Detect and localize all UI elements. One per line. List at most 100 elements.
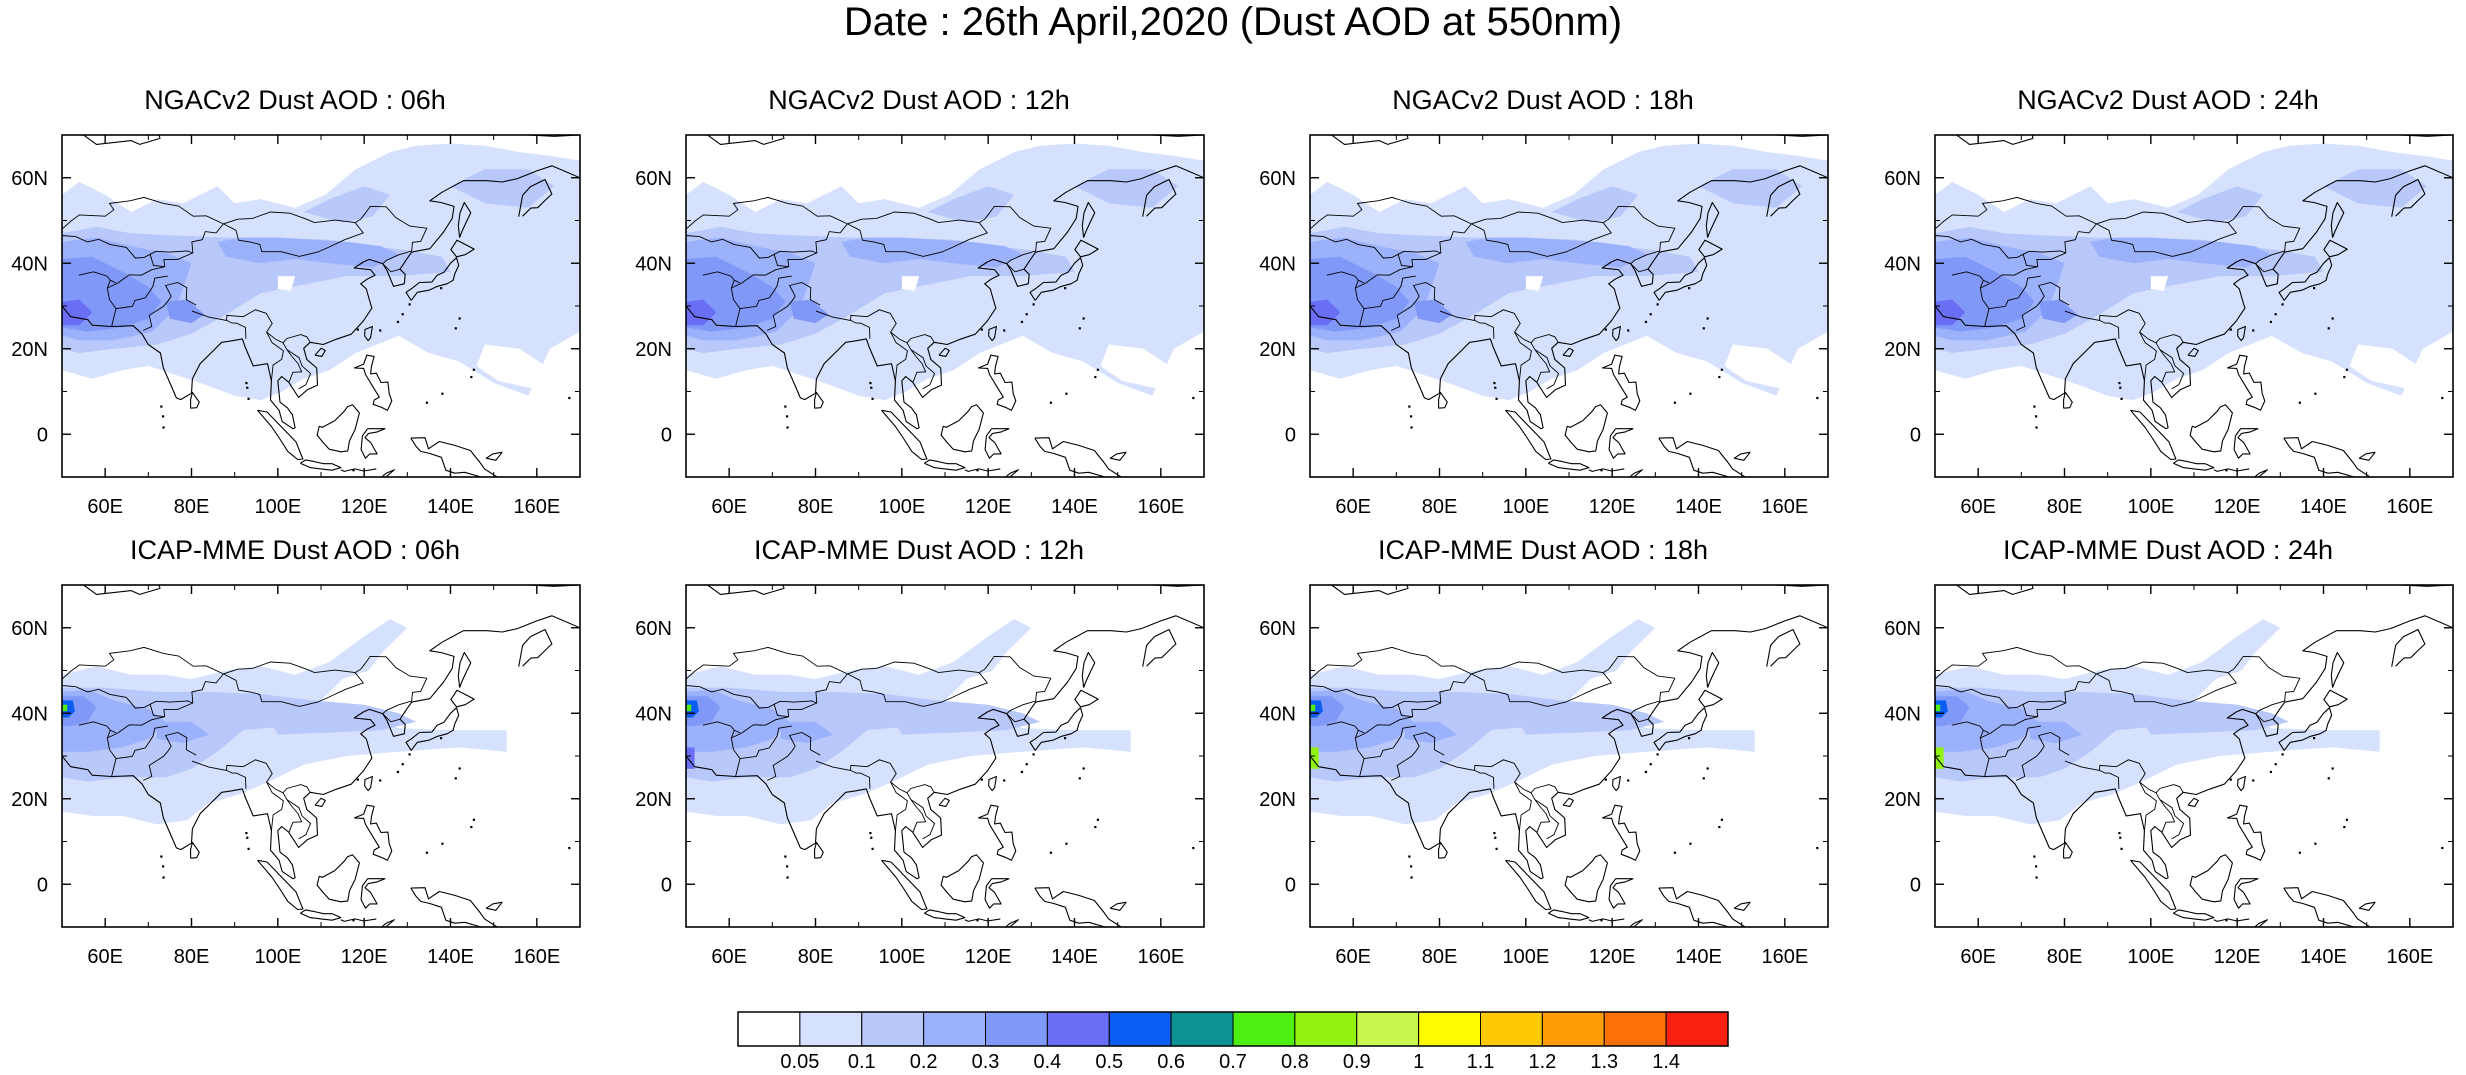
lon-tick-label: 100E (2127, 496, 2174, 518)
country-borders (1935, 646, 2301, 840)
coastlines (62, 135, 580, 477)
lon-tick-label: 140E (427, 946, 474, 968)
colorbar-label: 1 (1413, 1051, 1424, 1073)
lat-tick-label: 60N (1884, 168, 1921, 190)
colorbar-swatch (1480, 1011, 1543, 1047)
lon-tick-label: 160E (1137, 496, 1184, 518)
lon-tick-label: 160E (2386, 946, 2433, 968)
lat-tick-label: 20N (635, 789, 672, 811)
lon-tick-label: 140E (427, 496, 474, 518)
lon-tick-label: 100E (2127, 946, 2174, 968)
lat-tick-label: 40N (1259, 703, 1296, 725)
lon-tick-label: 120E (341, 496, 388, 518)
colorbar-label: 0.3 (972, 1051, 1000, 1073)
panel-icap-mme-18h: 60N 40N 20N 0 60E 80E 100E 120E 140E 160E ICAP-MM… (1248, 535, 1838, 975)
lon-tick-label: 60E (87, 946, 123, 968)
dust-aod-field (1935, 619, 2380, 825)
coastlines (62, 585, 580, 927)
lon-tick-label: 120E (1589, 496, 1636, 518)
country-borders (62, 646, 428, 840)
lat-tick-label: 20N (11, 339, 48, 361)
lon-tick-label: 160E (1761, 496, 1808, 518)
dust-aod-field (1310, 619, 1755, 825)
coastlines (1935, 585, 2453, 927)
lat-tick-label: 60N (635, 618, 672, 640)
colorbar-label: 0.4 (1033, 1051, 1061, 1073)
lon-tick-label: 60E (1960, 496, 1996, 518)
lon-tick-label: 80E (174, 946, 210, 968)
lat-tick-label: 60N (1259, 168, 1296, 190)
colorbar-swatch (1170, 1011, 1234, 1047)
panel-title: ICAP-MME Dust AOD : 12h (753, 535, 1085, 565)
lat-tick-label: 60N (635, 168, 672, 190)
lat-tick-label: 40N (11, 703, 48, 725)
colorbar-label: 1.2 (1528, 1051, 1556, 1073)
lon-tick-label: 100E (878, 946, 925, 968)
lon-tick-label: 60E (1960, 946, 1996, 968)
panel-icap-mme-06h: 60N 40N 20N 0 60E 80E 100E 120E 140E 160E ICAP-MM… (0, 535, 590, 975)
coastlines (686, 135, 1204, 477)
panel-title: ICAP-MME Dust AOD : 06h (129, 535, 461, 565)
lat-tick-label: 40N (635, 253, 672, 275)
panel-title: ICAP-MME Dust AOD : 24h (2002, 535, 2334, 565)
lon-tick-label: 80E (174, 496, 210, 518)
panel-ngacv2-18h: 60N 40N 20N 0 60E 80E 100E 120E 140E 160E NGACv2 … (1248, 85, 1838, 525)
lat-tick-label: 40N (1259, 253, 1296, 275)
colorbar-swatch (1232, 1011, 1296, 1047)
lon-tick-label: 80E (1422, 496, 1458, 518)
panel-ngacv2-12h: 60N 40N 20N 0 60E 80E 100E 120E 140E 160E NGACv2 … (624, 85, 1214, 525)
colorbar-label: 1.4 (1652, 1051, 1680, 1073)
map-plot: 60N 40N 20N 0 60E 80E 100E 120E 140E 160E (635, 134, 1205, 518)
panel-icap-mme-12h: 60N 40N 20N 0 60E 80E 100E 120E 140E 160E ICAP-MM… (624, 535, 1214, 975)
country-borders (1310, 196, 1676, 390)
lat-tick-label: 20N (1259, 789, 1296, 811)
dust-aod-field (1310, 141, 1828, 401)
lon-tick-label: 140E (2300, 496, 2347, 518)
lat-tick-label: 60N (11, 168, 48, 190)
country-borders (1935, 196, 2301, 390)
lon-tick-label: 100E (254, 946, 301, 968)
lon-tick-label: 140E (1675, 496, 1722, 518)
lat-tick-label: 0 (661, 874, 672, 896)
colorbar-label: 0.9 (1343, 1051, 1371, 1073)
lat-tick-label: 20N (635, 339, 672, 361)
lon-tick-label: 60E (1335, 946, 1371, 968)
colorbar-label: 0.05 (780, 1051, 819, 1073)
lon-tick-label: 140E (1051, 496, 1098, 518)
panel-title: NGACv2 Dust AOD : 24h (2017, 85, 2319, 115)
lon-tick-label: 160E (513, 496, 560, 518)
colorbar-swatch (861, 1011, 925, 1047)
colorbar-swatch (1294, 1011, 1358, 1047)
colorbar-label: 0.7 (1219, 1051, 1247, 1073)
lon-tick-label: 160E (1761, 946, 1808, 968)
lon-tick-label: 120E (2214, 496, 2261, 518)
colorbar-swatch (1418, 1011, 1481, 1047)
lon-tick-label: 60E (87, 496, 123, 518)
lat-tick-label: 0 (1285, 874, 1296, 896)
lon-tick-label: 80E (2047, 946, 2083, 968)
lon-tick-label: 120E (2214, 946, 2261, 968)
map-plot: 60N 40N 20N 0 60E 80E 100E 120E 140E 160E (11, 584, 581, 968)
colorbar-label: 0.5 (1095, 1051, 1123, 1073)
lat-tick-label: 60N (1884, 618, 1921, 640)
map-plot: 60N 40N 20N 0 60E 80E 100E 120E 140E 160E (1884, 134, 2454, 518)
lon-tick-label: 100E (878, 496, 925, 518)
colorbar-swatch (1541, 1011, 1605, 1047)
colorbar-label: 0.1 (848, 1051, 876, 1073)
colorbar-label: 1.3 (1590, 1051, 1618, 1073)
colorbar-swatch (1356, 1011, 1420, 1047)
lon-tick-label: 120E (341, 946, 388, 968)
lon-tick-label: 80E (2047, 496, 2083, 518)
coastlines (686, 585, 1204, 927)
colorbar-label: 1.1 (1467, 1051, 1495, 1073)
lat-tick-label: 20N (1884, 789, 1921, 811)
lon-tick-label: 160E (2386, 496, 2433, 518)
lat-tick-label: 40N (635, 703, 672, 725)
lon-tick-label: 120E (965, 496, 1012, 518)
colorbar-swatch (985, 1011, 1048, 1047)
lat-tick-label: 60N (1259, 618, 1296, 640)
lat-tick-label: 60N (11, 618, 48, 640)
panel-title: ICAP-MME Dust AOD : 18h (1377, 535, 1709, 565)
colorbar-swatch (1046, 1011, 1110, 1047)
lat-tick-label: 0 (1285, 424, 1296, 446)
